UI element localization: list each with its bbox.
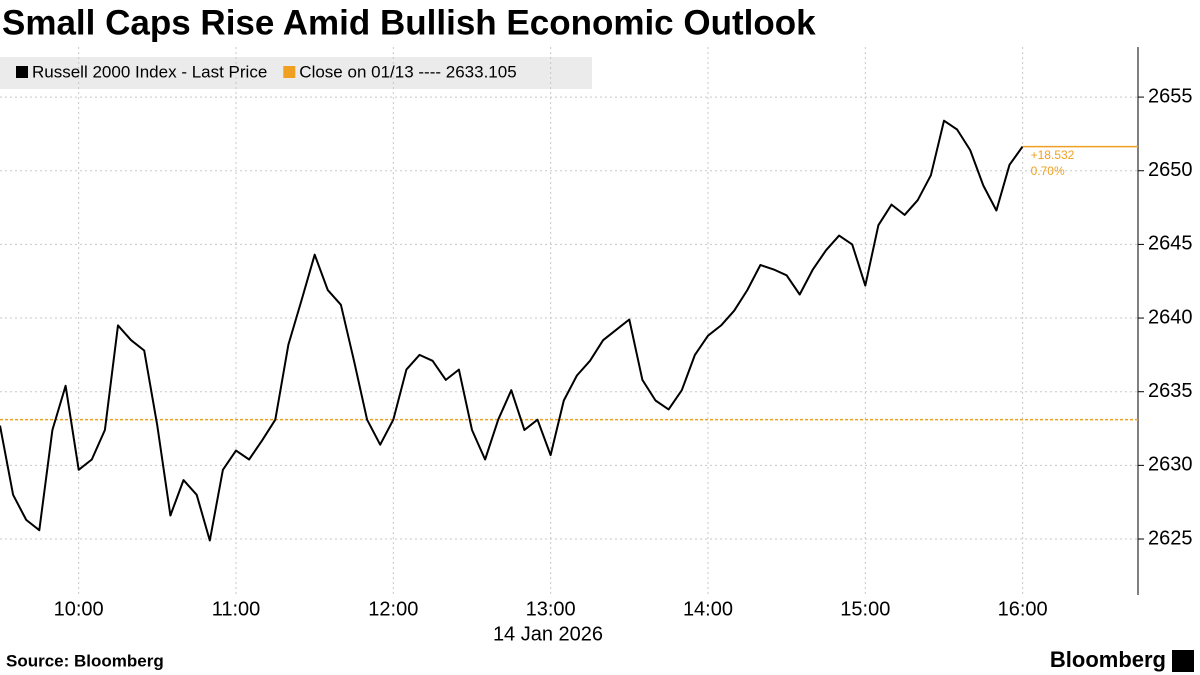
x-tick-label: 12:00 xyxy=(368,598,418,620)
legend-swatch xyxy=(283,66,296,78)
x-axis-label: 14 Jan 2026 xyxy=(493,623,603,645)
x-tick-label: 14:00 xyxy=(683,598,733,620)
x-tick-label: 16:00 xyxy=(998,598,1048,620)
logo: Bloomberg xyxy=(1050,647,1166,672)
legend-swatch xyxy=(16,66,28,78)
y-tick-label: 2655 xyxy=(1148,85,1193,107)
chart-title: Small Caps Rise Amid Bullish Economic Ou… xyxy=(2,3,816,42)
logo-icon xyxy=(1172,650,1194,672)
x-tick-label: 11:00 xyxy=(212,598,261,620)
y-tick-label: 2625 xyxy=(1148,527,1193,549)
y-tick-label: 2630 xyxy=(1148,454,1193,476)
legend-label: Close on 01/13 ---- 2633.105 xyxy=(299,62,516,81)
x-tick-label: 10:00 xyxy=(54,598,104,620)
x-tick-label: 15:00 xyxy=(840,598,890,620)
y-tick-label: 2640 xyxy=(1148,306,1193,328)
y-tick-label: 2650 xyxy=(1148,159,1193,181)
legend-label: Russell 2000 Index - Last Price xyxy=(32,62,267,81)
price-line xyxy=(0,119,1024,542)
legend-box xyxy=(0,57,592,89)
change-annotation: 0.70% xyxy=(1031,164,1065,178)
y-tick-label: 2645 xyxy=(1148,233,1193,255)
x-tick-label: 13:00 xyxy=(526,598,576,620)
source: Source: Bloomberg xyxy=(6,651,164,670)
y-tick-label: 2635 xyxy=(1148,380,1193,402)
change-annotation: +18.532 xyxy=(1031,148,1075,162)
